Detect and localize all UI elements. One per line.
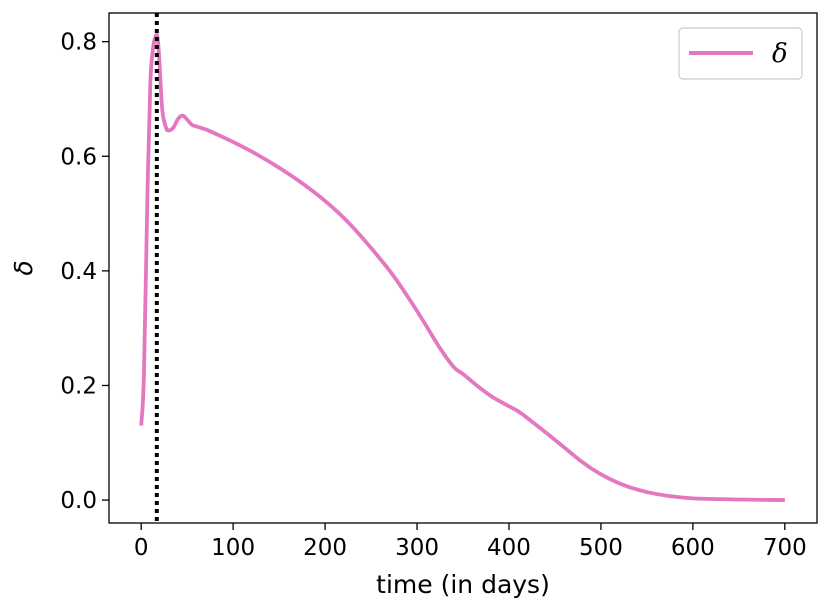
x-axis-ticks: 0 100 200 300 400 500 600 700 bbox=[134, 523, 807, 561]
y-axis-ticks: 0.0 0.2 0.4 0.6 0.8 bbox=[60, 30, 109, 514]
y-axis-label: δ bbox=[9, 260, 38, 275]
x-tick-label: 200 bbox=[303, 535, 347, 561]
y-tick-label: 0.6 bbox=[60, 144, 97, 170]
x-tick-label: 400 bbox=[487, 535, 531, 561]
y-tick-label: 0.4 bbox=[60, 259, 97, 285]
series-line-delta bbox=[139, 33, 785, 502]
y-tick-label: 0.2 bbox=[60, 373, 97, 399]
y-tick-label: 0.0 bbox=[60, 488, 97, 514]
x-tick-label: 100 bbox=[211, 535, 255, 561]
x-axis-label: time (in days) bbox=[376, 570, 550, 599]
y-tick-label: 0.8 bbox=[60, 30, 97, 56]
legend: δ bbox=[678, 27, 803, 80]
x-tick-label: 700 bbox=[763, 535, 807, 561]
x-tick-label: 0 bbox=[134, 535, 149, 561]
legend-label: δ bbox=[772, 39, 788, 69]
x-tick-label: 500 bbox=[579, 535, 623, 561]
x-tick-label: 600 bbox=[671, 535, 715, 561]
axes-frame bbox=[108, 12, 818, 524]
x-tick-label: 300 bbox=[395, 535, 439, 561]
plot-area bbox=[139, 13, 785, 523]
